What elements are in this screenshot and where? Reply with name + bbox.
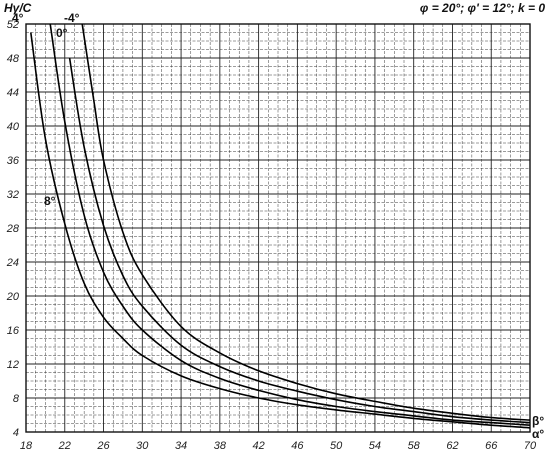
y-tick-label: 36 <box>7 155 20 167</box>
y-tick-label: 40 <box>7 121 20 133</box>
x-tick-label: 46 <box>291 440 304 452</box>
x-tick-label: 42 <box>252 440 264 452</box>
x-tick-label: 54 <box>369 440 381 452</box>
series-labels: 8° 4° 0°-4° <box>12 11 80 208</box>
y-tick-label: 20 <box>6 291 20 303</box>
x-tick-label: 62 <box>446 440 458 452</box>
x-tick-label: 58 <box>408 440 421 452</box>
parameters-annotation: φ = 20°; φ' = 12°; k = 0 <box>420 1 545 15</box>
x-tick-label: 66 <box>485 440 498 452</box>
series-label: 8° <box>44 194 56 208</box>
series-layer <box>30 23 531 429</box>
series-line <box>68 57 531 424</box>
y-tick-label: 44 <box>7 87 19 99</box>
y-tick-label: 12 <box>7 359 19 371</box>
series-line <box>81 23 531 421</box>
series-label: -4° <box>64 11 80 25</box>
y-tick-label: 4 <box>13 427 19 439</box>
y-tick-label: 52 <box>7 19 19 31</box>
series-label: 0° <box>56 26 68 40</box>
x-tick-label: 18 <box>20 440 33 452</box>
y-tick-label: 8 <box>13 393 20 405</box>
series-label: 4° <box>12 11 24 25</box>
y-tick-label: 32 <box>7 189 19 201</box>
x-tick-label: 38 <box>214 440 227 452</box>
series-line <box>49 23 531 426</box>
y-tick-label: 48 <box>7 53 20 65</box>
y-tick-label: 16 <box>7 325 20 337</box>
plot-frame <box>25 23 531 433</box>
x-tick-label: 34 <box>175 440 187 452</box>
x-tick-label: 26 <box>96 440 110 452</box>
x-tick-label: 70 <box>524 440 537 452</box>
x-tick-labels: 18 22 26 30 34 38 42 46 50 54 58 62 66 70 <box>20 440 537 452</box>
beta-axis-label: β° <box>532 414 544 428</box>
series-line <box>30 32 531 429</box>
grid-major <box>25 23 531 433</box>
y-axis-label: Hγ/C <box>4 1 32 15</box>
y-tick-label: 28 <box>6 223 20 235</box>
alpha-axis-label: α° <box>532 427 544 441</box>
x-tick-label: 22 <box>58 440 71 452</box>
x-tick-label: 30 <box>136 440 149 452</box>
y-tick-label: 24 <box>6 257 19 269</box>
x-tick-label: 50 <box>330 440 343 452</box>
